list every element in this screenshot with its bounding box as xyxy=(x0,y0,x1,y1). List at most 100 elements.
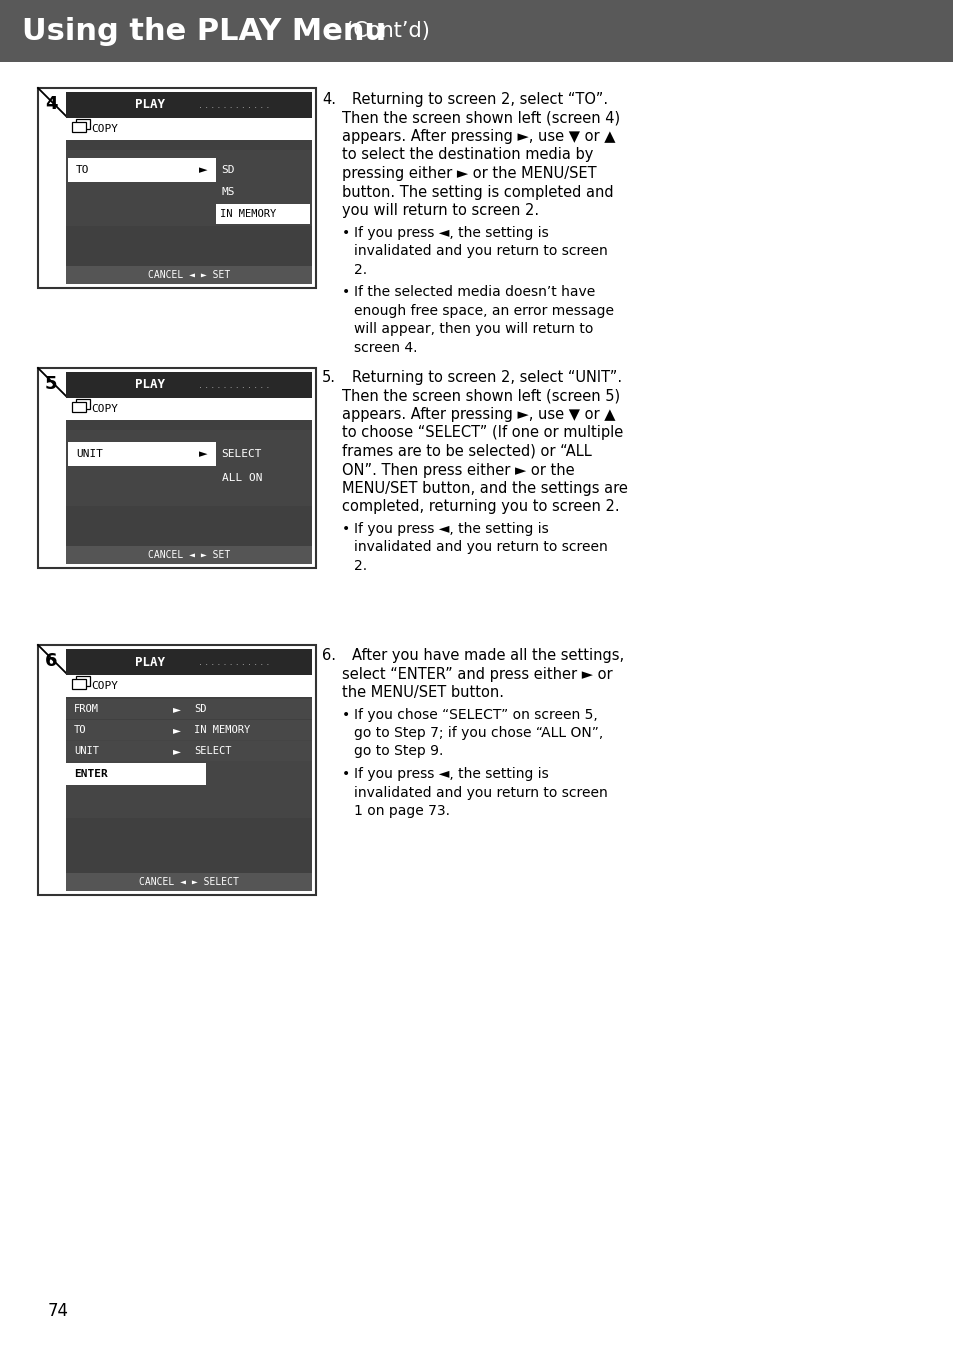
Text: invalidated and you return to screen: invalidated and you return to screen xyxy=(354,243,607,258)
Text: button. The setting is completed and: button. The setting is completed and xyxy=(341,184,613,199)
Text: After you have made all the settings,: After you have made all the settings, xyxy=(352,648,623,663)
Text: frames are to be selected) or “ALL: frames are to be selected) or “ALL xyxy=(341,444,591,459)
Bar xyxy=(38,369,315,568)
Text: Returning to screen 2, select “TO”.: Returning to screen 2, select “TO”. xyxy=(352,91,607,108)
Text: (Cont’d): (Cont’d) xyxy=(332,22,430,40)
Text: ►: ► xyxy=(172,703,180,714)
Text: PLAY: PLAY xyxy=(134,378,165,391)
Text: Using the PLAY Menu: Using the PLAY Menu xyxy=(22,16,386,46)
Text: •: • xyxy=(341,522,350,537)
Text: 6.: 6. xyxy=(322,648,335,663)
Text: If you press ◄, the setting is: If you press ◄, the setting is xyxy=(354,226,548,239)
Text: pressing either ► or the MENU/SET: pressing either ► or the MENU/SET xyxy=(341,165,596,182)
Text: ENTER: ENTER xyxy=(74,769,108,779)
Bar xyxy=(66,873,312,890)
Text: 2.: 2. xyxy=(354,560,367,573)
Bar xyxy=(66,546,312,564)
Bar xyxy=(66,650,312,675)
Text: Then the screen shown left (screen 4): Then the screen shown left (screen 4) xyxy=(341,110,619,125)
Text: SELECT: SELECT xyxy=(193,746,232,756)
Text: •: • xyxy=(341,285,350,299)
Text: ALL ON: ALL ON xyxy=(221,473,262,483)
Text: screen 4.: screen 4. xyxy=(354,340,417,355)
Text: PLAY: PLAY xyxy=(134,655,165,668)
Bar xyxy=(66,91,312,118)
Bar xyxy=(66,741,312,761)
Text: MENU/SET button, and the settings are: MENU/SET button, and the settings are xyxy=(341,482,627,496)
Text: completed, returning you to screen 2.: completed, returning you to screen 2. xyxy=(341,499,619,515)
Text: •: • xyxy=(341,226,350,239)
Text: UNIT: UNIT xyxy=(74,746,99,756)
Text: 1 on page 73.: 1 on page 73. xyxy=(354,804,450,818)
Text: TO: TO xyxy=(74,725,87,734)
Text: . . . . . . . . . . . .: . . . . . . . . . . . . xyxy=(198,381,269,390)
Text: ►: ► xyxy=(199,449,208,459)
Text: If you press ◄, the setting is: If you press ◄, the setting is xyxy=(354,767,548,781)
Text: appears. After pressing ►, use ▼ or ▲: appears. After pressing ►, use ▼ or ▲ xyxy=(341,129,615,144)
Bar xyxy=(66,373,312,398)
Bar xyxy=(68,157,215,182)
Text: PLAY: PLAY xyxy=(134,98,165,112)
Text: If the selected media doesn’t have: If the selected media doesn’t have xyxy=(354,285,595,299)
Text: go to Step 9.: go to Step 9. xyxy=(354,745,443,759)
Bar xyxy=(66,118,312,140)
Bar xyxy=(66,699,312,720)
Text: MS: MS xyxy=(221,187,234,196)
Bar xyxy=(71,402,86,412)
Bar xyxy=(66,722,312,818)
Text: Returning to screen 2, select “UNIT”.: Returning to screen 2, select “UNIT”. xyxy=(352,370,621,385)
Text: Then the screen shown left (screen 5): Then the screen shown left (screen 5) xyxy=(341,389,619,404)
Text: COPY: COPY xyxy=(91,124,118,134)
Text: TO: TO xyxy=(76,165,90,175)
Bar xyxy=(76,677,90,686)
Text: invalidated and you return to screen: invalidated and you return to screen xyxy=(354,541,607,554)
Text: 4.: 4. xyxy=(322,91,335,108)
Text: enough free space, an error message: enough free space, an error message xyxy=(354,304,614,317)
Text: to select the destination media by: to select the destination media by xyxy=(341,148,593,163)
Text: 6: 6 xyxy=(45,652,57,670)
Bar xyxy=(66,675,312,697)
Bar xyxy=(215,204,310,225)
Text: ►: ► xyxy=(199,165,208,175)
Text: SD: SD xyxy=(193,703,206,714)
Bar xyxy=(66,429,312,507)
Text: 2.: 2. xyxy=(354,262,367,277)
Bar xyxy=(71,679,86,689)
Text: •: • xyxy=(341,707,350,721)
Text: CANCEL ◄ ► SET: CANCEL ◄ ► SET xyxy=(148,550,230,560)
Bar xyxy=(68,443,215,465)
Bar xyxy=(38,646,315,894)
Text: CANCEL ◄ ► SET: CANCEL ◄ ► SET xyxy=(148,270,230,280)
Text: FROM: FROM xyxy=(74,703,99,714)
Text: COPY: COPY xyxy=(91,681,118,691)
Text: go to Step 7; if you chose “ALL ON”,: go to Step 7; if you chose “ALL ON”, xyxy=(354,726,602,740)
Text: 5: 5 xyxy=(45,375,57,393)
Bar xyxy=(76,399,90,409)
Bar xyxy=(0,0,953,62)
Text: ►: ► xyxy=(172,746,180,756)
Bar xyxy=(76,118,90,129)
Text: 5.: 5. xyxy=(322,370,335,385)
Text: you will return to screen 2.: you will return to screen 2. xyxy=(341,203,538,218)
Text: IN MEMORY: IN MEMORY xyxy=(193,725,250,734)
Text: the MENU/SET button.: the MENU/SET button. xyxy=(341,685,503,699)
Bar xyxy=(66,149,312,226)
Text: . . . . . . . . . . . .: . . . . . . . . . . . . xyxy=(198,100,269,110)
Text: If you press ◄, the setting is: If you press ◄, the setting is xyxy=(354,522,548,537)
Text: SD: SD xyxy=(221,165,234,175)
Text: UNIT: UNIT xyxy=(76,449,103,459)
Text: ►: ► xyxy=(172,725,180,734)
Text: . . . . . . . . . . . .: . . . . . . . . . . . . xyxy=(198,656,269,667)
Bar xyxy=(66,398,312,420)
Bar xyxy=(66,720,312,740)
Bar xyxy=(66,763,206,785)
Text: select “ENTER” and press either ► or: select “ENTER” and press either ► or xyxy=(341,667,612,682)
Text: If you chose “SELECT” on screen 5,: If you chose “SELECT” on screen 5, xyxy=(354,707,598,721)
Bar xyxy=(66,650,312,890)
Text: SELECT: SELECT xyxy=(221,449,262,459)
Bar xyxy=(38,87,315,288)
Text: will appear, then you will return to: will appear, then you will return to xyxy=(354,321,593,336)
Bar xyxy=(66,373,312,564)
Text: COPY: COPY xyxy=(91,404,118,414)
Bar xyxy=(71,122,86,132)
